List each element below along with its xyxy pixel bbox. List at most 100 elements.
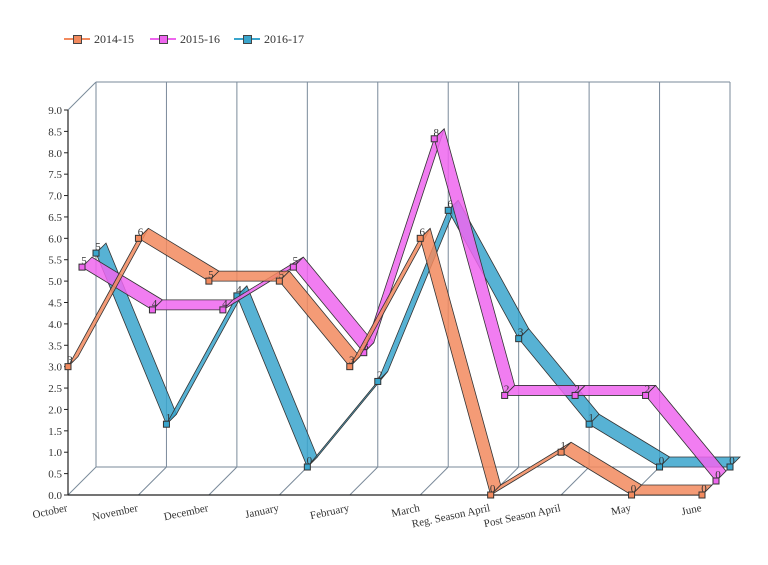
x-tick-label: May xyxy=(610,502,633,518)
data-point-2015-16 xyxy=(78,263,86,271)
floor-line xyxy=(349,466,379,496)
y-tick-label: 3.0 xyxy=(48,362,62,374)
data-label-2014-15: 0 xyxy=(701,483,707,495)
x-tick-label: November xyxy=(91,502,139,523)
data-point-2015-16 xyxy=(712,477,720,485)
legend-swatch xyxy=(150,34,176,44)
legend-swatch xyxy=(64,34,90,44)
data-point-2016-17 xyxy=(162,420,170,428)
x-tick-label: December xyxy=(163,502,210,523)
floor-line xyxy=(138,466,167,496)
data-label-2014-15: 6 xyxy=(138,226,144,238)
y-tick-label: 4.5 xyxy=(48,298,62,310)
y-tick-label: 6.5 xyxy=(48,212,62,224)
data-label-2015-16: 8 xyxy=(433,127,439,139)
data-label-2014-15: 0 xyxy=(490,483,496,495)
data-label-2014-15: 1 xyxy=(560,440,566,452)
x-tick-label: Reg. Season April xyxy=(411,502,492,530)
data-point-2015-16 xyxy=(219,306,227,314)
data-point-2014-15 xyxy=(698,491,706,499)
data-label-2016-17: 1 xyxy=(588,412,594,424)
data-point-2014-15 xyxy=(416,234,424,242)
data-label-2015-16: 5 xyxy=(81,255,87,267)
data-point-2016-17 xyxy=(92,249,100,257)
data-label-2016-17: 1 xyxy=(166,412,172,424)
y-tick-label: 7.5 xyxy=(48,169,62,181)
data-label-2015-16: 3 xyxy=(363,341,369,353)
floor-line xyxy=(560,466,590,496)
data-label-2015-16: 5 xyxy=(293,255,299,267)
data-label-2016-17: 2 xyxy=(377,369,383,381)
legend-item: 2016-17 xyxy=(234,30,304,48)
series-ribbon-2015-16 xyxy=(645,384,727,482)
y-tick-label: 4.0 xyxy=(48,319,62,331)
data-point-2016-17 xyxy=(444,206,452,214)
y-tick-label: 2.0 xyxy=(48,404,62,416)
data-point-2016-17 xyxy=(726,463,734,471)
floor-line xyxy=(278,466,308,496)
x-tick-label: February xyxy=(309,502,351,522)
data-point-2016-17 xyxy=(515,335,523,343)
legend-swatch xyxy=(234,34,260,44)
y-tick-label: 3.5 xyxy=(48,340,62,352)
data-point-2016-17 xyxy=(656,463,664,471)
x-tick-label: January xyxy=(244,502,280,521)
data-label-2016-17: 6 xyxy=(447,198,453,210)
y-tick-label: 1.5 xyxy=(48,426,62,438)
data-point-2015-16 xyxy=(430,135,438,143)
side-wall-top xyxy=(67,81,97,111)
y-tick-label: 8.0 xyxy=(48,148,62,160)
data-label-2014-15: 5 xyxy=(208,269,214,281)
series-ribbon-2014-15 xyxy=(560,441,643,496)
data-label-2015-16: 2 xyxy=(574,383,580,395)
data-point-2015-16 xyxy=(289,263,297,271)
data-label-2016-17: 5 xyxy=(95,241,101,253)
series-ribbon-2016-17 xyxy=(588,413,671,468)
y-tick-label: 0.5 xyxy=(48,469,62,481)
data-point-2014-15 xyxy=(487,491,495,499)
data-label-2014-15: 3 xyxy=(349,355,355,367)
data-point-2015-16 xyxy=(501,391,509,399)
data-point-2016-17 xyxy=(303,463,311,471)
series-ribbon-2015-16 xyxy=(433,128,516,397)
data-point-2015-16 xyxy=(148,306,156,314)
data-label-2016-17: 0 xyxy=(729,455,735,467)
data-point-2014-15 xyxy=(275,277,283,285)
data-label-2015-16: 2 xyxy=(504,383,510,395)
floor-line xyxy=(67,466,97,496)
y-tick-label: 7.0 xyxy=(48,191,62,203)
data-point-2014-15 xyxy=(628,491,636,499)
y-tick-label: 0.0 xyxy=(48,490,62,502)
data-label-2015-16: 2 xyxy=(645,383,651,395)
y-tick-label: 5.0 xyxy=(48,276,62,288)
data-label-2015-16: 4 xyxy=(222,298,228,310)
data-point-2016-17 xyxy=(585,420,593,428)
x-tick-label: June xyxy=(680,502,702,518)
data-label-2014-15: 0 xyxy=(631,483,637,495)
x-tick-label: Post Season April xyxy=(483,502,562,530)
data-label-2016-17: 0 xyxy=(659,455,665,467)
y-tick-label: 6.0 xyxy=(48,233,62,245)
legend-label: 2015-16 xyxy=(180,31,220,46)
data-label-2016-17: 0 xyxy=(307,455,313,467)
y-tick-label: 1.0 xyxy=(48,447,62,459)
data-point-2014-15 xyxy=(557,448,565,456)
x-tick-label: March xyxy=(390,502,421,520)
series-ribbon-2014-15 xyxy=(137,227,220,282)
data-point-2016-17 xyxy=(374,377,382,385)
legend-label: 2014-15 xyxy=(94,31,134,46)
legend-label: 2016-17 xyxy=(264,31,304,46)
y-tick-label: 2.5 xyxy=(48,383,62,395)
floor-line xyxy=(208,466,238,496)
data-label-2014-15: 6 xyxy=(419,226,425,238)
data-point-2014-15 xyxy=(205,277,213,285)
data-label-2014-15: 3 xyxy=(67,355,73,367)
series-ribbon-2014-15 xyxy=(630,484,713,496)
legend-item: 2014-15 xyxy=(64,30,134,48)
legend-item: 2015-16 xyxy=(150,30,220,48)
y-tick-label: 9.0 xyxy=(48,105,62,117)
series-ribbon-2016-17 xyxy=(518,328,600,425)
data-point-2014-15 xyxy=(64,363,72,371)
data-label-2015-16: 4 xyxy=(152,298,158,310)
